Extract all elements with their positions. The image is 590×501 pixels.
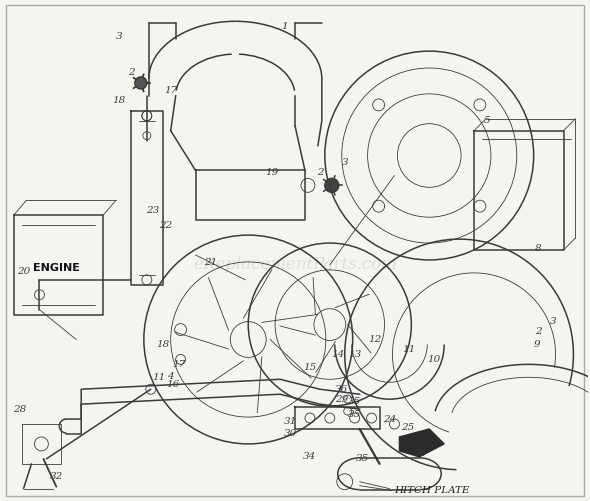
Text: 11: 11	[403, 345, 416, 354]
Text: 5: 5	[484, 116, 490, 125]
Text: 9: 9	[533, 340, 540, 349]
Text: 17: 17	[164, 86, 178, 95]
Text: 23: 23	[146, 206, 159, 215]
Text: 35: 35	[348, 410, 361, 419]
Text: ENGINE: ENGINE	[33, 263, 80, 273]
Text: 17: 17	[172, 360, 185, 369]
Text: 3: 3	[116, 32, 122, 41]
Text: 34: 34	[303, 452, 317, 461]
Circle shape	[325, 178, 339, 192]
Text: 30: 30	[283, 429, 297, 438]
Text: 10: 10	[428, 355, 441, 364]
Text: 31: 31	[283, 416, 297, 425]
Text: 28: 28	[13, 405, 26, 414]
Text: 12: 12	[368, 335, 381, 344]
Text: 18: 18	[112, 96, 126, 105]
Circle shape	[135, 77, 147, 89]
Text: 36: 36	[335, 385, 348, 394]
Text: 32: 32	[50, 472, 63, 481]
Text: 8: 8	[535, 243, 542, 253]
Text: 16: 16	[166, 380, 179, 389]
Text: 15: 15	[303, 363, 317, 372]
Text: 18: 18	[156, 340, 169, 349]
Text: 24: 24	[383, 414, 396, 423]
Text: 13: 13	[348, 350, 361, 359]
Text: 2: 2	[535, 327, 542, 336]
Text: 20: 20	[17, 268, 30, 277]
Text: 35: 35	[356, 454, 369, 463]
Text: 3: 3	[550, 317, 557, 326]
Text: 2: 2	[317, 168, 323, 177]
Polygon shape	[399, 429, 444, 457]
Text: 29: 29	[335, 395, 348, 404]
Text: 2: 2	[127, 69, 135, 78]
Text: eReplacementParts.com: eReplacementParts.com	[193, 257, 397, 274]
Text: 35: 35	[348, 397, 361, 406]
Text: 4: 4	[168, 372, 174, 381]
Text: 14: 14	[331, 350, 345, 359]
Text: 25: 25	[401, 422, 414, 431]
Text: 21: 21	[204, 259, 217, 268]
Text: 11: 11	[152, 373, 165, 382]
Text: 26: 26	[412, 449, 426, 458]
Text: 19: 19	[266, 168, 278, 177]
Text: HITCH PLATE: HITCH PLATE	[395, 486, 470, 495]
Text: 3: 3	[342, 158, 348, 167]
Text: 1: 1	[282, 22, 289, 31]
Text: 22: 22	[159, 220, 172, 229]
